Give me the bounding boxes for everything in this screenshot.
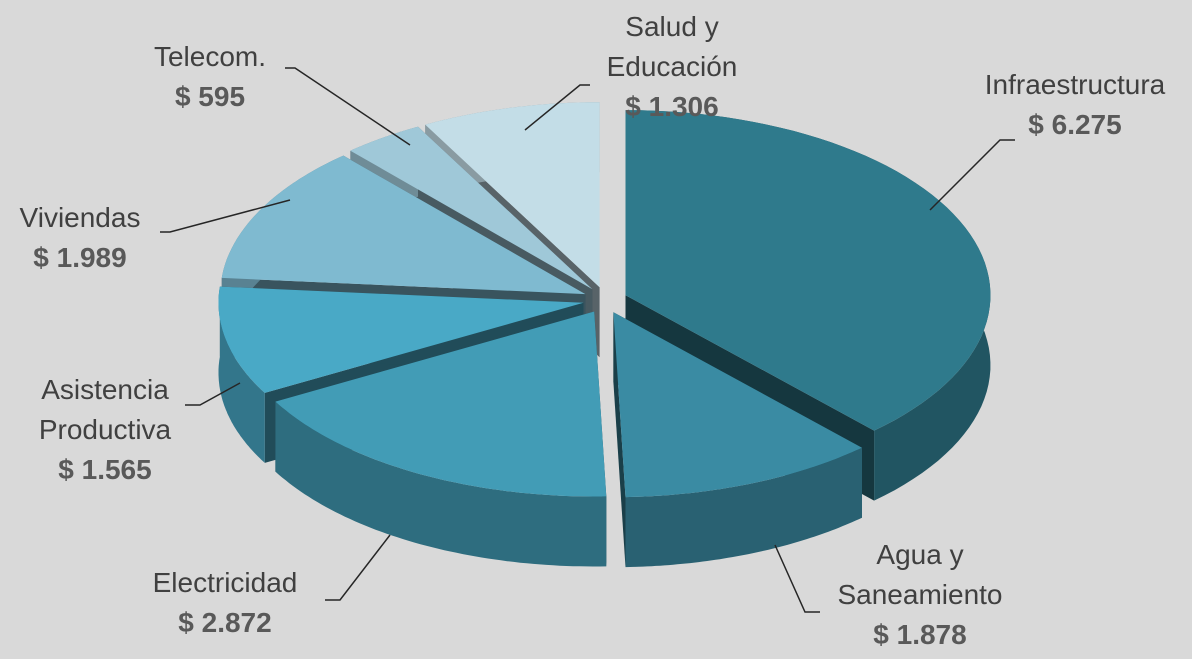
slice-label: Agua y Saneamiento $ 1.878	[805, 535, 1035, 655]
category-name: Electricidad	[152, 567, 298, 598]
slice-top	[625, 110, 991, 431]
category-name: Asistencia Productiva	[38, 374, 172, 445]
slice-top	[221, 155, 586, 295]
slice-side	[275, 401, 607, 567]
leader-line	[774, 544, 820, 613]
slice-label: Asistencia Productiva $ 1.565	[20, 370, 190, 490]
leader-line	[929, 139, 1015, 211]
slice-top	[350, 126, 593, 290]
slice-side	[625, 447, 862, 568]
slice-side	[218, 286, 265, 463]
slice-top	[425, 102, 600, 288]
slice-label: Infraestructura $ 6.275	[945, 65, 1192, 145]
slice-top	[613, 312, 862, 498]
category-name: Viviendas	[19, 202, 141, 233]
value-label: $ 595	[174, 81, 246, 112]
value-label: $ 1.989	[33, 242, 127, 273]
leader-line	[160, 199, 291, 233]
slice	[275, 311, 607, 567]
slice-top	[218, 286, 584, 393]
leader-line	[325, 534, 391, 601]
category-name: Telecom.	[153, 41, 267, 72]
slice-wall	[613, 312, 626, 568]
leader-line	[285, 67, 411, 146]
value-label: $ 1.565	[58, 454, 152, 485]
value-label: $ 1.878	[873, 619, 967, 650]
slice-label: Telecom. $ 595	[130, 37, 290, 117]
slice-top	[275, 311, 607, 497]
value-label: $ 6.275	[1028, 109, 1122, 140]
category-name: Infraestructura	[984, 69, 1166, 100]
slice-label: Salud y Educación $ 1.306	[582, 7, 762, 127]
leader-line	[524, 84, 590, 131]
slice-label: Viviendas $ 1.989	[0, 198, 160, 278]
value-label: $ 2.872	[178, 607, 272, 638]
category-name: Salud y Educación	[606, 11, 738, 82]
slice	[613, 312, 862, 568]
category-name: Agua y Saneamiento	[837, 539, 1003, 610]
slice-label: Electricidad $ 2.872	[115, 563, 335, 643]
value-label: $ 1.306	[625, 91, 719, 122]
leader-line	[185, 382, 241, 406]
